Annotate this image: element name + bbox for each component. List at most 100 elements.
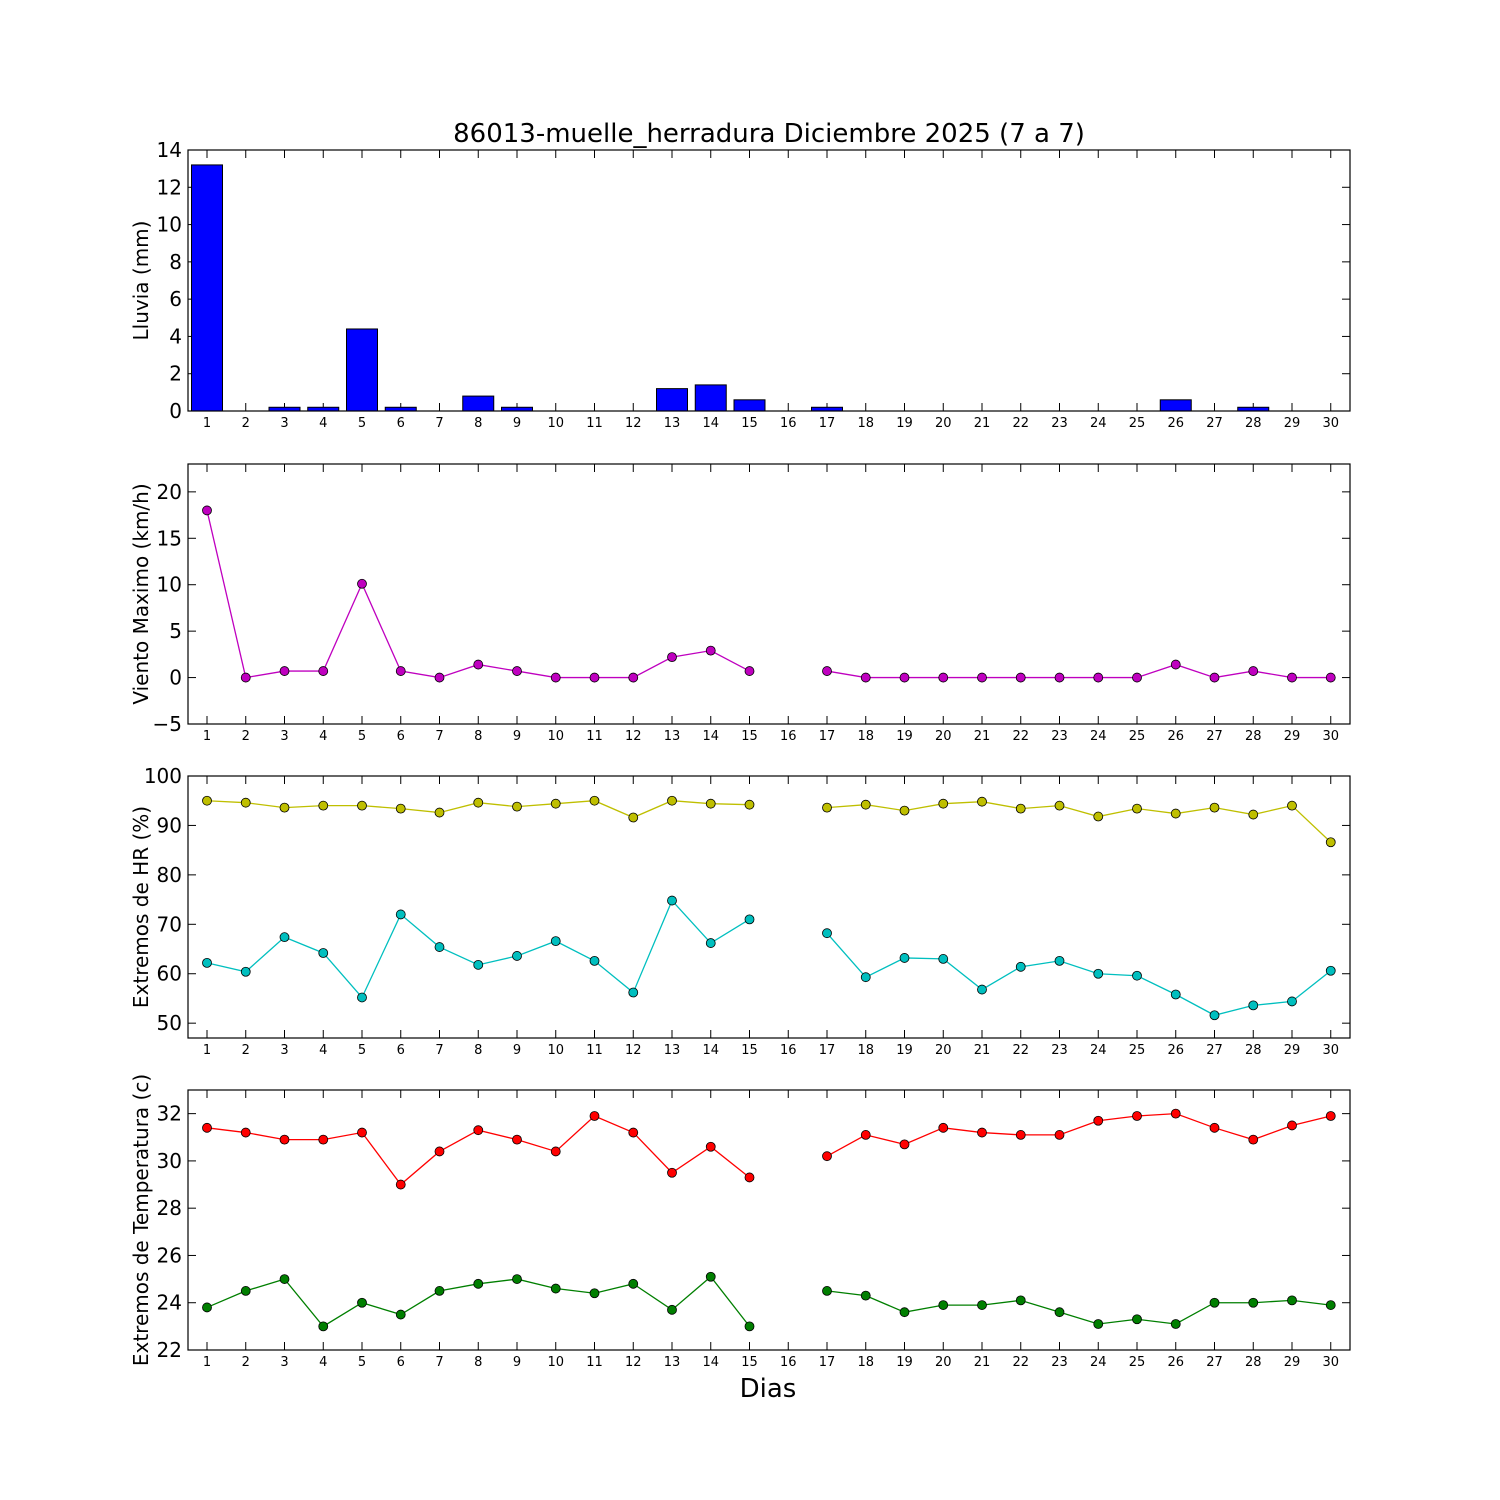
y-tick-label-1-0: 0 <box>169 399 182 423</box>
point-4-0-day-18 <box>860 1130 871 1140</box>
x-tick-label-3-23: 24 <box>1090 1043 1107 1058</box>
point-4-1-day-17 <box>822 1286 832 1296</box>
x-tick-label-4-2: 3 <box>280 1355 288 1370</box>
point-2-0-day-22 <box>1015 672 1026 683</box>
x-tick-label-1-7: 8 <box>474 416 482 431</box>
point-2-0-day-29 <box>1287 672 1297 683</box>
point-3-1-day-20 <box>938 954 949 964</box>
point-2-0-day-28 <box>1248 666 1259 676</box>
point-2-0-day-7 <box>434 672 445 683</box>
point-3-0-day-12 <box>628 812 639 823</box>
x-tick-label-1-24: 25 <box>1129 416 1146 431</box>
x-tick-label-2-15: 16 <box>780 729 797 744</box>
point-4-1-day-19 <box>899 1307 910 1318</box>
point-3-0-day-4 <box>318 800 329 811</box>
point-4-0-day-19 <box>899 1139 910 1150</box>
x-tick-label-1-4: 5 <box>358 416 366 431</box>
point-4-0-day-15 <box>744 1172 755 1183</box>
x-tick-label-4-16: 17 <box>819 1355 836 1370</box>
x-tick-label-1-9: 10 <box>547 416 564 431</box>
point-2-0-day-23 <box>1054 672 1065 683</box>
y-tick-label-3-1: 60 <box>157 962 182 986</box>
x-tick-label-4-8: 9 <box>513 1355 521 1370</box>
y-axis-label-1: Lluvia (mm) <box>129 221 153 341</box>
x-tick-label-2-6: 7 <box>435 729 443 744</box>
x-tick-label-1-6: 7 <box>435 416 443 431</box>
x-tick-label-2-4: 5 <box>358 729 366 744</box>
chart-title: 86013-muelle_herradura Diciembre 2025 (7… <box>453 119 1085 149</box>
bar-day-1 <box>191 164 223 412</box>
x-tick-label-4-25: 26 <box>1167 1355 1184 1370</box>
x-tick-label-4-4: 5 <box>358 1355 366 1370</box>
point-3-0-day-3 <box>279 802 290 813</box>
point-3-1-day-4 <box>318 948 329 958</box>
point-4-0-day-26 <box>1170 1108 1181 1119</box>
x-tick-label-1-12: 13 <box>664 416 681 431</box>
x-tick-label-2-12: 13 <box>664 729 681 744</box>
point-4-1-day-7 <box>434 1286 445 1296</box>
plot-frame-3 <box>187 775 1351 1039</box>
x-tick-label-1-17: 18 <box>857 416 874 431</box>
point-4-0-day-23 <box>1054 1130 1065 1140</box>
point-4-1-day-21 <box>977 1300 987 1310</box>
x-tick-label-2-21: 22 <box>1012 729 1029 744</box>
x-tick-label-4-5: 6 <box>397 1355 405 1370</box>
x-tick-label-2-2: 3 <box>280 729 288 744</box>
point-4-0-day-22 <box>1015 1130 1026 1140</box>
point-3-1-day-7 <box>434 942 445 952</box>
point-4-1-day-8 <box>473 1278 484 1289</box>
point-4-0-day-25 <box>1132 1111 1142 1121</box>
point-2-0-day-1 <box>202 505 212 516</box>
y-tick-label-2-5: 20 <box>157 480 182 504</box>
y-tick-label-1-6: 12 <box>157 175 182 199</box>
bar-day-26 <box>1159 399 1192 412</box>
point-4-0-day-14 <box>705 1141 716 1152</box>
point-4-0-day-27 <box>1209 1122 1220 1133</box>
point-3-0-day-27 <box>1209 802 1220 813</box>
point-2-0-day-6 <box>395 666 406 676</box>
point-2-0-day-5 <box>357 578 367 589</box>
y-tick-label-3-4: 90 <box>157 813 182 837</box>
x-tick-label-1-23: 24 <box>1090 416 1107 431</box>
y-axis-label-3: Extremos de HR (%) <box>129 806 153 1008</box>
x-tick-label-3-14: 15 <box>741 1043 758 1058</box>
point-4-0-day-3 <box>279 1134 290 1145</box>
y-tick-label-4-0: 22 <box>157 1338 182 1362</box>
point-4-1-day-2 <box>240 1286 251 1296</box>
point-3-1-day-1 <box>202 957 212 968</box>
point-2-0-day-3 <box>279 666 290 676</box>
point-3-1-day-21 <box>977 984 987 995</box>
point-4-1-day-5 <box>357 1297 367 1308</box>
y-tick-label-1-1: 2 <box>169 362 182 386</box>
point-4-0-day-4 <box>318 1134 329 1145</box>
point-4-0-day-12 <box>628 1127 639 1138</box>
x-tick-label-2-14: 15 <box>741 729 758 744</box>
x-tick-label-3-0: 1 <box>203 1043 211 1058</box>
x-tick-label-1-14: 15 <box>741 416 758 431</box>
point-4-1-day-9 <box>512 1274 522 1284</box>
x-tick-label-2-17: 18 <box>857 729 874 744</box>
y-tick-label-1-7: 14 <box>157 138 182 162</box>
point-2-0-day-25 <box>1132 672 1142 683</box>
x-tick-label-2-0: 1 <box>203 729 211 744</box>
series-line-4-0-1 <box>826 1112 1331 1157</box>
point-2-0-day-19 <box>899 672 910 683</box>
x-tick-label-2-9: 10 <box>547 729 564 744</box>
x-tick-label-2-19: 20 <box>935 729 952 744</box>
point-4-0-day-30 <box>1325 1111 1336 1121</box>
x-tick-label-1-13: 14 <box>702 416 719 431</box>
y-tick-label-4-1: 24 <box>157 1291 182 1315</box>
point-4-0-day-2 <box>240 1127 251 1138</box>
series-line-3-1-0 <box>206 899 750 999</box>
x-tick-label-2-10: 11 <box>586 729 603 744</box>
y-tick-label-1-3: 6 <box>169 287 182 311</box>
x-tick-label-3-13: 14 <box>702 1043 719 1058</box>
point-3-1-day-13 <box>667 895 677 906</box>
point-4-1-day-29 <box>1287 1295 1297 1306</box>
point-4-0-day-28 <box>1248 1134 1259 1145</box>
point-4-1-day-24 <box>1093 1319 1104 1329</box>
y-tick-label-1-2: 4 <box>169 324 182 348</box>
y-tick-label-4-2: 26 <box>157 1243 182 1267</box>
point-3-0-day-14 <box>705 798 716 809</box>
